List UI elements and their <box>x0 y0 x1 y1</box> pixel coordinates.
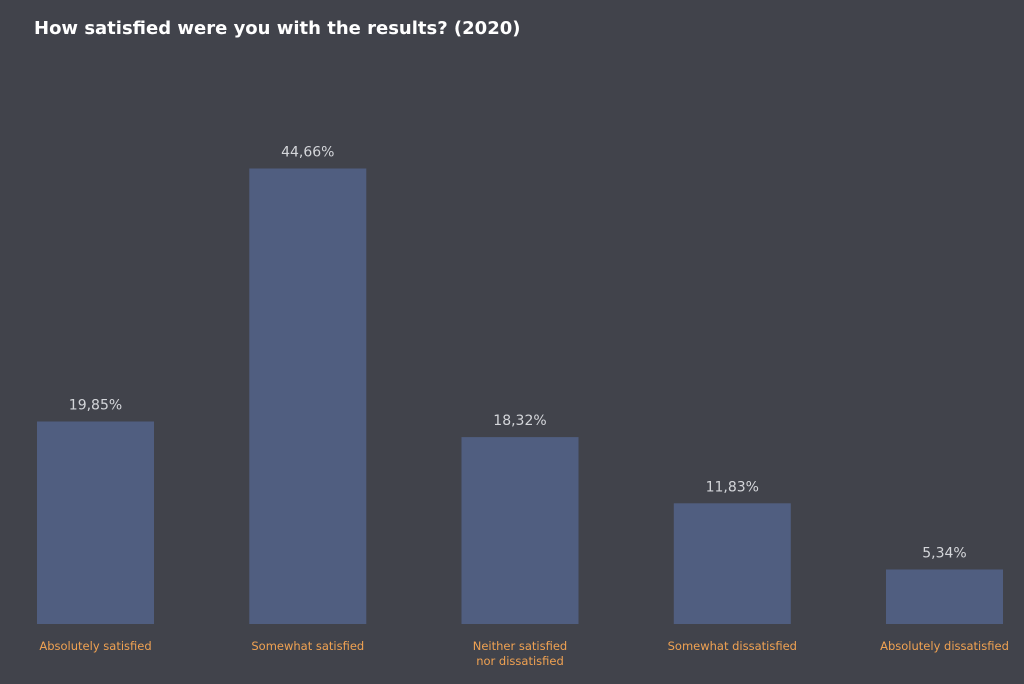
category-label-3: Neither satisfied nor dissatisfied <box>473 639 567 668</box>
category-label-5: Absolutely dissatisfied <box>880 639 1009 653</box>
bar-5 <box>886 569 1003 624</box>
category-label-line: Somewhat dissatisfied <box>668 639 797 653</box>
bar-1 <box>37 421 154 624</box>
category-label-line: nor dissatisfied <box>476 654 564 668</box>
category-label-2: Somewhat satisfied <box>251 639 364 653</box>
category-label-line: Absolutely satisfied <box>39 639 151 653</box>
bar-3 <box>461 437 579 624</box>
value-label-1: 19,85% <box>69 398 122 414</box>
bar-4 <box>673 503 791 624</box>
bar-2 <box>249 168 367 624</box>
category-label-4: Somewhat dissatisfied <box>668 639 797 653</box>
value-label-5: 5,34% <box>922 546 966 562</box>
category-label-1: Absolutely satisfied <box>39 639 151 653</box>
category-labels-layer: Absolutely satisfied Somewhat satisfied Ne… <box>39 639 1009 668</box>
value-label-4: 11,83% <box>706 479 759 495</box>
category-label-line: Absolutely dissatisfied <box>880 639 1009 653</box>
value-label-3: 18,32% <box>493 413 546 429</box>
chart-title: How satisfied were you with the results?… <box>34 18 521 39</box>
value-label-2: 44,66% <box>281 145 334 161</box>
bars-layer <box>37 168 1003 624</box>
value-labels-layer: 19,85% 44,66% 18,32% 11,83% 5,34% <box>69 145 967 562</box>
category-label-line: Neither satisfied <box>473 639 567 653</box>
category-label-line: Somewhat satisfied <box>251 639 364 653</box>
